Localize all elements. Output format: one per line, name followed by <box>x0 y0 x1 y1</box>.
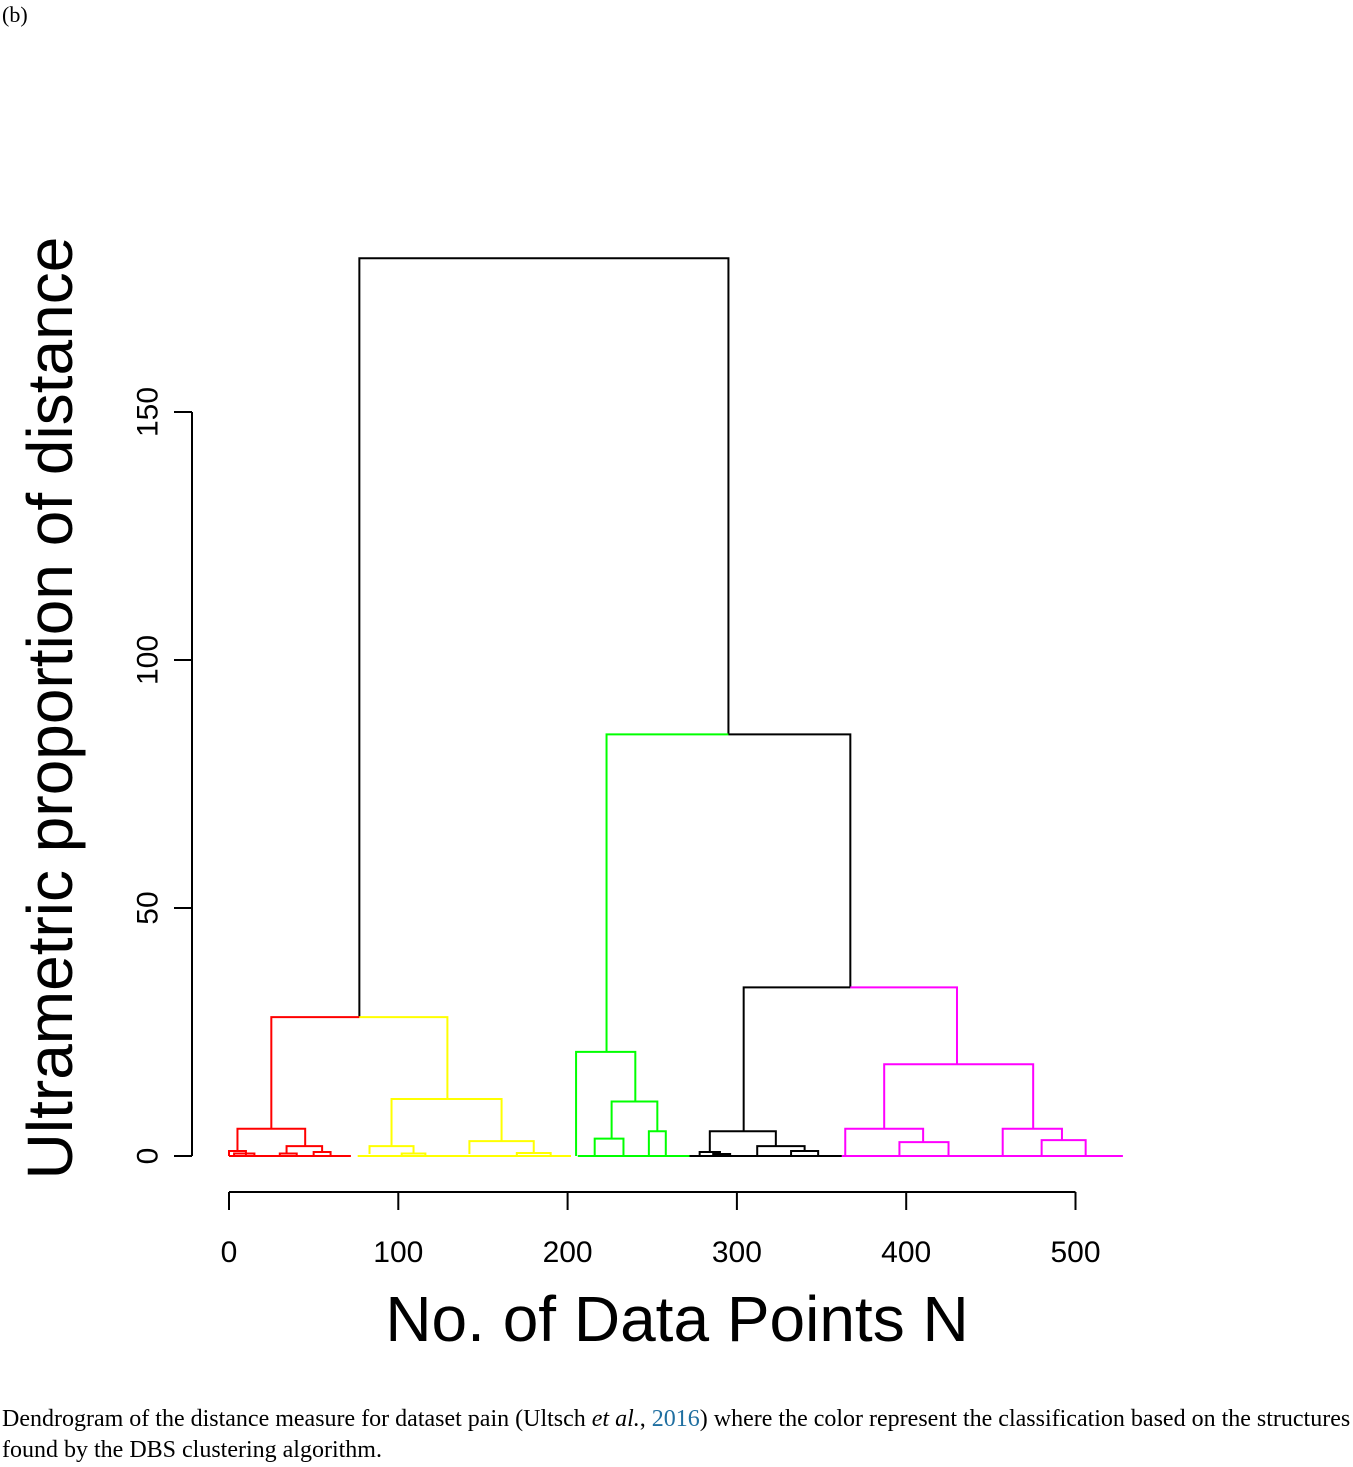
y-tick-label: 100 <box>132 635 165 685</box>
dendrogram-link <box>708 1130 777 1153</box>
dendrogram-link <box>468 1140 535 1155</box>
dendrogram-link <box>278 1152 298 1156</box>
x-tick-label: 100 <box>373 1236 423 1269</box>
dendrogram-link <box>390 1097 503 1147</box>
caption-text: Dendrogram of the distance measure for d… <box>2 1406 592 1432</box>
x-tick-label: 500 <box>1050 1236 1100 1269</box>
dendrogram-link <box>712 1153 732 1156</box>
dendrogram-link <box>285 1145 324 1154</box>
caption-comma: , <box>639 1406 652 1432</box>
dendrogram-link <box>359 1016 449 1099</box>
dendrogram-link <box>844 1127 925 1156</box>
dendrogram-link <box>312 1151 332 1156</box>
x-tick-label: 300 <box>712 1236 762 1269</box>
dendrogram-link <box>1040 1139 1087 1156</box>
dendrogram-links <box>228 257 1123 1157</box>
dendrogram-link <box>850 986 958 1065</box>
caption-citation-link[interactable]: 2016 <box>651 1406 700 1432</box>
x-axis-title: No. of Data Points N <box>385 1283 968 1355</box>
dendrogram-link <box>593 1137 625 1156</box>
caption-etal: et al. <box>591 1406 640 1432</box>
dendrogram-link <box>575 1050 637 1156</box>
panel-label: (b) <box>2 2 28 27</box>
dendrogram-link <box>610 1100 659 1139</box>
figure-caption: Dendrogram of the distance measure for d… <box>2 1404 1351 1466</box>
chart-axes: 0 50 100 150 0 100 200 300 400 500 <box>132 387 1101 1269</box>
dendrogram-link <box>647 1130 667 1156</box>
dendrogram-link <box>883 1063 1035 1129</box>
dendrogram-link <box>515 1152 552 1156</box>
dendrogram-link <box>270 1016 360 1129</box>
dendrogram-link <box>358 257 730 1018</box>
y-tick-label: 0 <box>132 1148 165 1165</box>
dendrogram-link <box>756 1145 806 1156</box>
x-tick-label: 200 <box>543 1236 593 1269</box>
x-tick-label: 0 <box>221 1236 238 1269</box>
y-tick-label: 50 <box>132 891 165 924</box>
dendrogram-chart: 0 50 100 150 0 100 200 300 400 500 No. of Data Po… <box>14 237 1123 1355</box>
caption-text-end: ) where the color represent the classifi… <box>2 1406 1351 1463</box>
y-tick-label: 150 <box>132 387 165 437</box>
dendrogram-link <box>236 1127 307 1152</box>
x-tick-label: 400 <box>881 1236 931 1269</box>
dendrogram-link <box>233 1152 256 1156</box>
dendrogram-link <box>605 733 729 1052</box>
dendrogram-link <box>790 1150 820 1156</box>
dendrogram-link <box>368 1145 415 1155</box>
dendrogram-link <box>728 733 852 988</box>
dendrogram-link <box>1001 1127 1063 1156</box>
dendrogram-link <box>898 1141 950 1156</box>
dendrogram-link <box>400 1152 427 1156</box>
dendrogram-link <box>742 986 851 1132</box>
y-axis-title: Ultrametric proportion of distance <box>14 237 86 1180</box>
